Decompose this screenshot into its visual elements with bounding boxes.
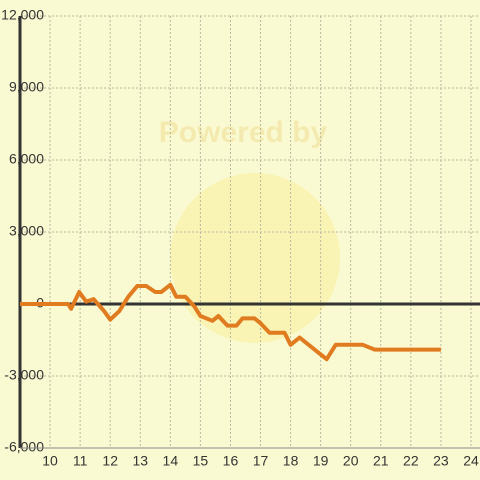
x-tick-label: 22 <box>403 453 419 469</box>
line <box>20 282 441 362</box>
y-tick-label: -3,000 <box>4 367 44 383</box>
x-tick-label: 24 <box>463 453 479 469</box>
x-tick-label: 23 <box>433 453 449 469</box>
x-tick-label: 17 <box>253 453 269 469</box>
y-tick-label: 9,000 <box>9 79 44 95</box>
x-tick-label: 15 <box>193 453 209 469</box>
y-tick-label: 6,000 <box>9 151 44 167</box>
x-tick-label: 16 <box>223 453 239 469</box>
y-tick-label: 3,000 <box>9 223 44 239</box>
watermark: Powered by <box>159 116 328 149</box>
x-tick-label: 21 <box>373 453 389 469</box>
x-tick-label: 13 <box>132 453 148 469</box>
x-tick-label: 14 <box>163 453 179 469</box>
x-tick-label: 19 <box>313 453 329 469</box>
x-tick-label: 10 <box>42 453 58 469</box>
x-tick-label: 11 <box>73 453 88 469</box>
x-tick-label: 18 <box>283 453 299 469</box>
watermark-logo <box>170 173 340 343</box>
x-tick-label: 20 <box>343 453 359 469</box>
y-tick-label: -6,000 <box>4 439 44 455</box>
x-tick-label: 12 <box>102 453 118 469</box>
y-tick-label: 12,000 <box>1 7 44 23</box>
